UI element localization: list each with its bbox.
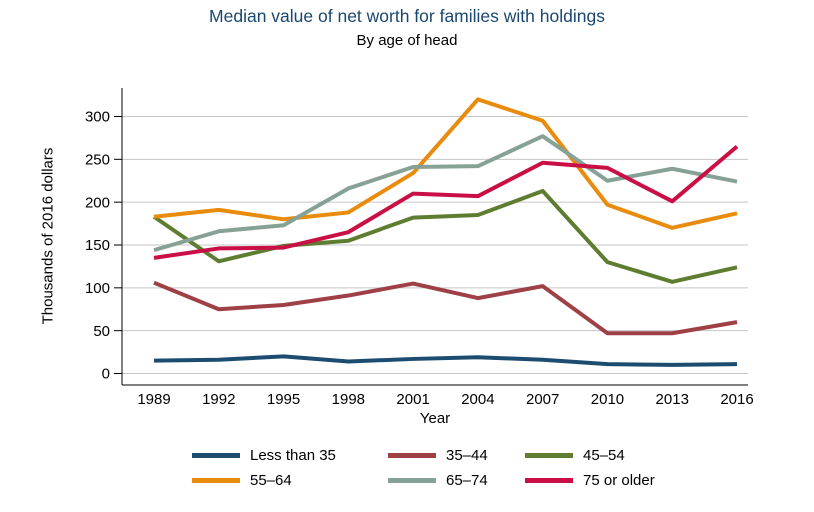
x-tick-label: 1995 [267,391,300,408]
legend-swatch-75-or-older [525,478,573,483]
x-tick-label: 1989 [137,391,170,408]
legend-swatch-55-64 [192,478,240,483]
legend-item-75-or-older: 75 or older [525,471,655,490]
series-line-45-54 [152,189,738,284]
y-tick-label: 250 [85,152,110,169]
chart-title: Median value of net worth for families w… [209,6,605,26]
x-tick-label: 2010 [591,391,624,408]
x-tick-label: 2007 [526,391,559,408]
y-tick-label: 150 [85,237,110,254]
legend-swatch-45-54 [525,453,573,458]
x-tick-label: 2001 [396,391,429,408]
legend-item-35-44: 35–44 [388,446,488,465]
legend-item-65-74: 65–74 [388,471,488,490]
legend-item-55-64: 55–64 [192,471,292,490]
x-tick-label: 2004 [461,391,494,408]
legend-item-45-54: 45–54 [525,446,625,465]
series-line-75-or-older [153,144,739,260]
legend-label-65-74: 65–74 [446,472,488,489]
legend-label-35-44: 35–44 [446,447,488,464]
legend-label-less-than-35: Less than 35 [250,447,336,464]
chart-subtitle: By age of head [356,32,458,49]
x-tick-label: 1992 [202,391,235,408]
y-tick-label: 0 [102,366,110,383]
y-tick-label: 50 [93,323,110,340]
legend-swatch-less-than-35 [192,453,240,458]
series-line-65-74 [153,134,738,253]
legend-label-55-64: 55–64 [250,472,292,489]
x-tick-label: 2016 [720,391,753,408]
legend-label-45-54: 45–54 [583,447,625,464]
series-line-less-than-35 [153,354,738,367]
y-tick-label: 300 [85,109,110,126]
x-axis-title: Year [419,410,451,427]
y-tick-label: 200 [85,194,110,211]
series-line-35-44 [153,280,738,336]
legend-swatch-35-44 [388,453,436,458]
legend-swatch-65-74 [388,478,436,483]
legend-label-75-or-older: 75 or older [583,472,655,489]
series-line-55-64 [153,97,738,230]
y-tick-label: 100 [85,280,110,297]
x-tick-label: 2013 [656,391,689,408]
legend-item-less-than-35: Less than 35 [192,446,336,465]
x-tick-label: 1998 [332,391,365,408]
